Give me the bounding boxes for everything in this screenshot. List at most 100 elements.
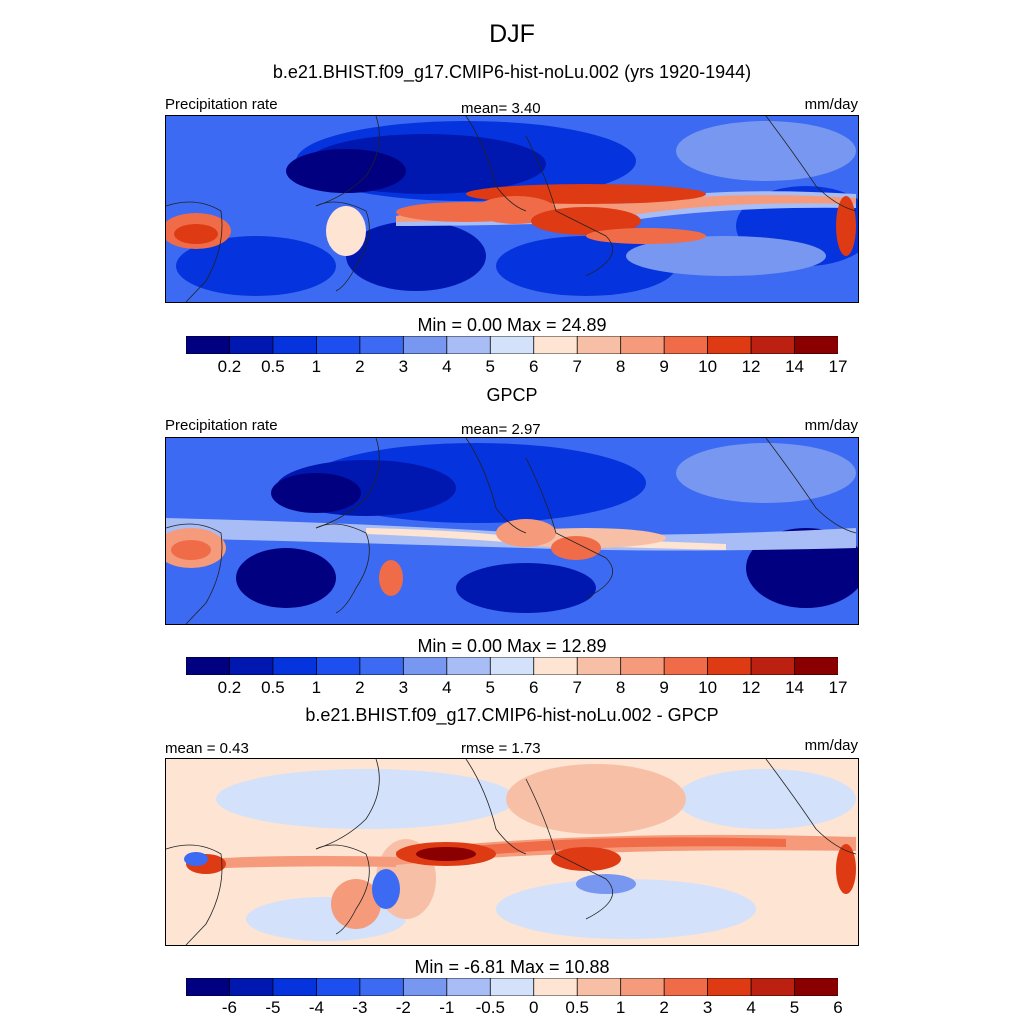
- colorbar-tick-label: 14: [785, 357, 804, 376]
- colorbar-tick-label: 0.2: [217, 357, 242, 376]
- map-contour: [216, 769, 516, 829]
- colorbar-2-swatches: [186, 657, 838, 675]
- map-contour: [176, 236, 336, 296]
- map-contour: [379, 560, 403, 596]
- colorbar-swatch: [533, 978, 578, 996]
- map-contour: [836, 844, 856, 894]
- figure-title: DJF: [489, 20, 535, 48]
- colorbar-swatch: [663, 336, 709, 354]
- colorbar-swatch: [315, 657, 361, 675]
- colorbar-tick-label: 10: [698, 357, 718, 376]
- panel-3-subtitle: b.e21.BHIST.f09_g17.CMIP6-hist-noLu.002 …: [305, 705, 719, 725]
- colorbar-tick-label: -3: [352, 998, 368, 1017]
- colorbar-swatch: [620, 657, 665, 675]
- colorbar-swatch: [315, 978, 361, 996]
- colorbar-tick-label: 6: [528, 357, 539, 376]
- coastlines: [166, 438, 857, 624]
- colorbar-tick-label: 7: [572, 357, 582, 376]
- colorbar-tick-label: 12: [741, 357, 761, 376]
- colorbar-tick-label: -1: [439, 998, 455, 1017]
- colorbar-swatch: [272, 978, 318, 996]
- map-contour: [496, 879, 756, 939]
- panel-1-variable-label: Precipitation rate: [165, 96, 278, 113]
- colorbar-tick-label: 17: [828, 678, 848, 697]
- map-contour: [416, 847, 476, 861]
- colorbar-swatch: [794, 657, 838, 675]
- colorbar-swatch: [359, 657, 405, 675]
- map-contour: [331, 879, 381, 929]
- panel-3-map-field: [166, 759, 858, 945]
- panel-2-minmax: Min = 0.00 Max = 12.89: [417, 636, 607, 656]
- colorbar-3-tick-labels: -6 -5 -4 -3 -2 -1 -0.5 0 0.5 1 2 3 4 5 6: [186, 998, 843, 1020]
- colorbar-swatch: [402, 336, 448, 354]
- colorbar-swatch: [402, 978, 448, 996]
- map-contour: [271, 473, 361, 513]
- map-contour: [551, 536, 601, 560]
- colorbar-swatch: [663, 978, 709, 996]
- colorbar-tick-label: -0.5: [475, 998, 505, 1017]
- panel-3-units-label: mm/day: [804, 737, 858, 754]
- map-contour: [576, 874, 636, 894]
- panel-1-map: [165, 115, 859, 303]
- colorbar-tick-label: 6: [528, 678, 539, 697]
- colorbar-tick-label: 8: [615, 357, 626, 376]
- panel-3-rmse-label: rmse = 1.73: [461, 740, 541, 757]
- colorbar-tick-label: 5: [485, 357, 495, 376]
- colorbar-tick-label: 1: [311, 357, 322, 376]
- colorbar-tick-label: -5: [265, 998, 281, 1017]
- colorbar-swatch: [446, 978, 491, 996]
- colorbar-tick-label: 12: [741, 678, 761, 697]
- colorbar-swatch: [663, 657, 709, 675]
- colorbar-tick-label: 10: [698, 678, 718, 697]
- colorbar-swatch: [402, 657, 448, 675]
- colorbar-swatch: [446, 657, 491, 675]
- colorbar-tick-label: 4: [746, 998, 756, 1017]
- map-contour: [676, 769, 856, 829]
- colorbar-swatch: [750, 657, 796, 675]
- colorbar-swatch: [446, 336, 491, 354]
- map-contour: [286, 149, 406, 193]
- map-contour: [836, 196, 856, 256]
- colorbar-tick-label: -2: [395, 998, 411, 1017]
- colorbar-swatch: [620, 336, 665, 354]
- map-contour: [626, 236, 826, 276]
- panel-2-variable-label: Precipitation rate: [165, 417, 278, 434]
- map-contour: [676, 121, 856, 181]
- map-contour: [531, 207, 641, 235]
- map-contour: [586, 228, 706, 244]
- colorbar-swatch: [229, 978, 274, 996]
- panel-1-map-field: [166, 116, 858, 302]
- colorbar-swatch: [272, 336, 318, 354]
- colorbar-tick-label: 5: [789, 998, 800, 1017]
- panel-3-map: [165, 758, 859, 946]
- map-contour: [326, 206, 366, 256]
- colorbar-swatch: [489, 978, 535, 996]
- colorbar-swatch: [533, 336, 578, 354]
- panel-1-units-label: mm/day: [804, 96, 858, 113]
- map-contour: [676, 443, 856, 503]
- colorbar-swatch: [750, 336, 796, 354]
- panel-2-subtitle: GPCP: [486, 385, 538, 405]
- colorbar-swatch: [707, 657, 752, 675]
- colorbar-swatch: [707, 978, 752, 996]
- panel-2-map-field: [166, 438, 858, 624]
- colorbar-tick-label: -4: [308, 998, 324, 1017]
- map-contour: [456, 563, 596, 613]
- colorbar-swatch: [186, 978, 231, 996]
- colorbar-swatch: [186, 657, 231, 675]
- map-contour: [346, 221, 486, 291]
- colorbar-1-tick-labels: 0.2 0.5 1 2 3 4 5 6 7 8 9 10 12 14 17: [186, 357, 848, 379]
- colorbar-3: [186, 978, 838, 996]
- colorbar-tick-label: 3: [702, 998, 713, 1017]
- colorbar-swatch: [489, 336, 535, 354]
- map-contour: [236, 548, 336, 608]
- colorbar-tick-label: 9: [659, 357, 669, 376]
- colorbar-swatch: [186, 336, 231, 354]
- panel-2-map: [165, 437, 859, 625]
- colorbar-swatch: [229, 657, 274, 675]
- colorbar-swatch: [489, 657, 535, 675]
- colorbar-swatch: [576, 336, 622, 354]
- colorbar-swatch: [707, 336, 752, 354]
- colorbar-3-swatches: [186, 978, 838, 996]
- colorbar-swatch: [576, 978, 622, 996]
